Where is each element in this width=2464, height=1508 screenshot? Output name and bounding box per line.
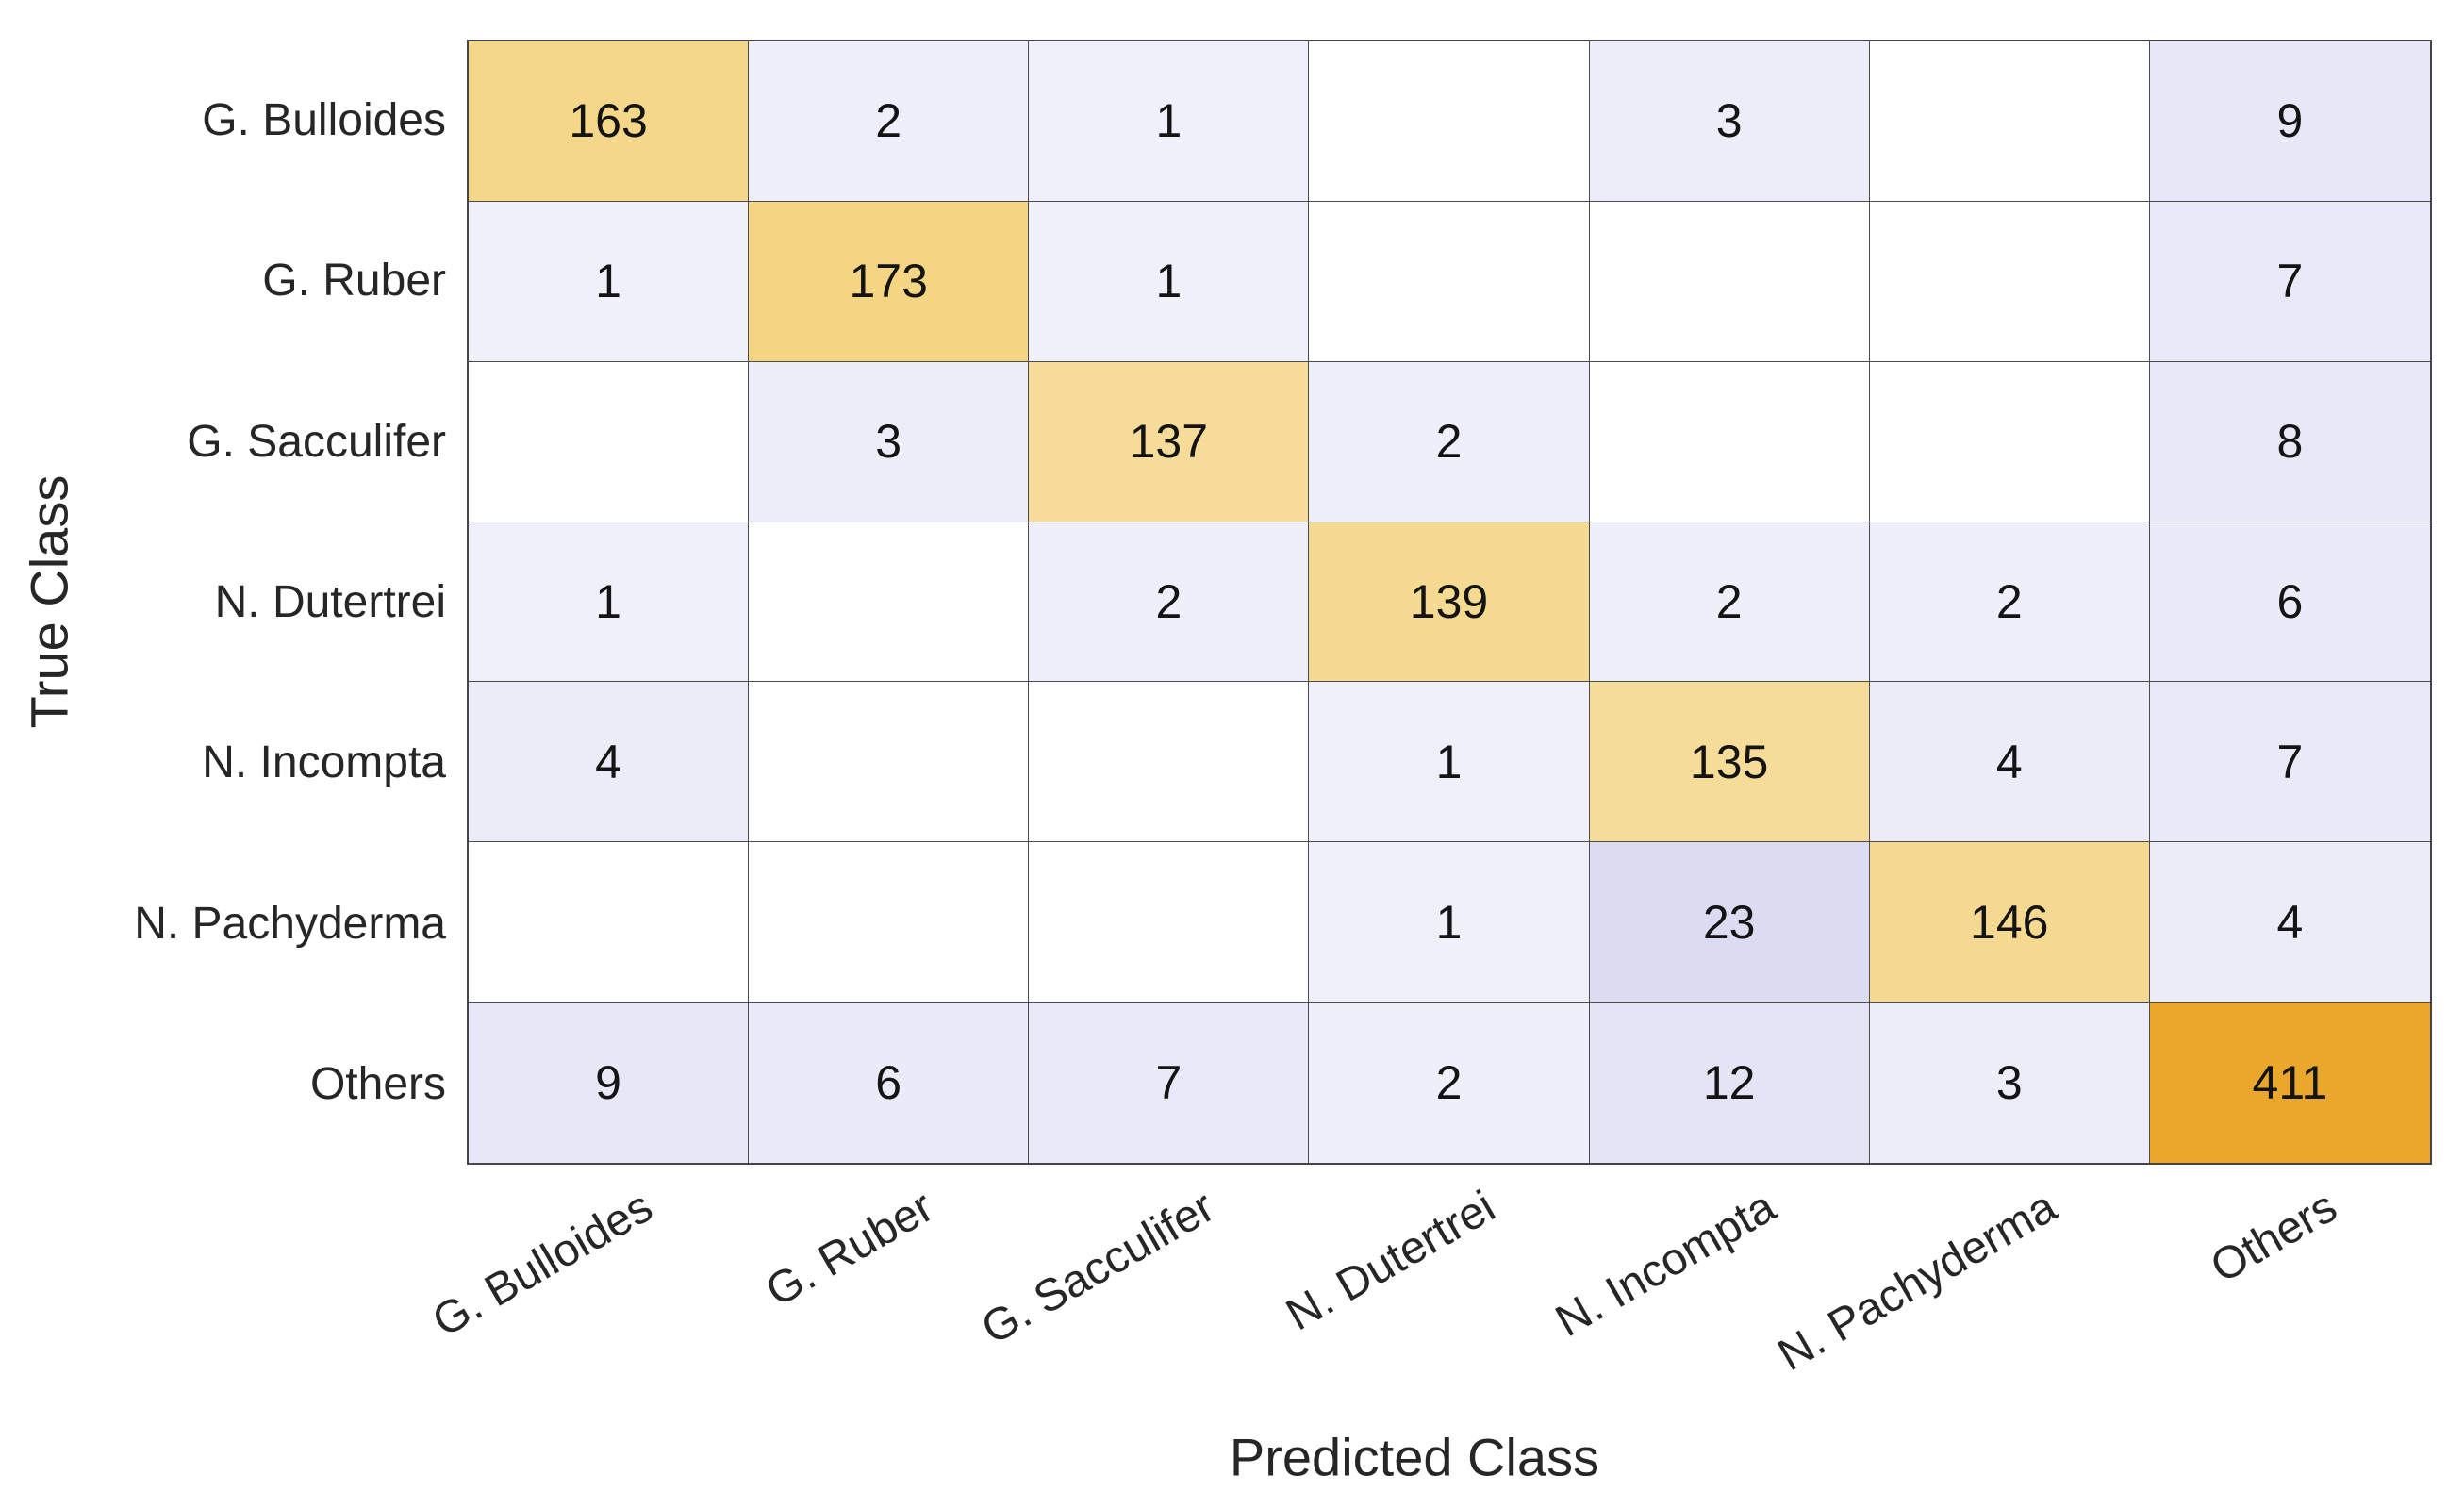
matrix-cell <box>1869 361 2150 522</box>
matrix-cell: 9 <box>2149 41 2430 202</box>
matrix-cell <box>1869 41 2150 202</box>
x-axis-title: Predicted Class <box>1229 1427 1600 1487</box>
y-tick-label: N. Dutertrei <box>214 576 446 627</box>
matrix-cell: 163 <box>469 41 750 202</box>
x-tick-label: Others <box>2202 1181 2346 1293</box>
matrix-cell <box>1309 201 1590 362</box>
matrix-cell: 135 <box>1589 682 1870 843</box>
matrix-cell: 8 <box>2149 361 2430 522</box>
matrix-cell <box>749 522 1030 683</box>
y-tick-label: Others <box>309 1059 446 1110</box>
matrix-cell: 2 <box>1309 361 1590 522</box>
matrix-cell: 2 <box>1869 522 2150 683</box>
matrix-cell <box>1029 842 1310 1003</box>
matrix-cell: 9 <box>469 1003 750 1163</box>
matrix-cell: 7 <box>2149 201 2430 362</box>
matrix-cell: 2 <box>1029 522 1310 683</box>
x-tick-label: G. Sacculifer <box>972 1181 1223 1355</box>
matrix-cell <box>749 842 1030 1003</box>
matrix-cell: 2 <box>1589 522 1870 683</box>
matrix-cell: 146 <box>1869 842 2150 1003</box>
matrix-cell: 139 <box>1309 522 1590 683</box>
matrix-cell <box>1589 201 1870 362</box>
matrix-cell: 7 <box>2149 682 2430 843</box>
matrix-cell: 1 <box>1309 682 1590 843</box>
matrix-cell <box>749 682 1030 843</box>
matrix-cell: 173 <box>749 201 1030 362</box>
x-tick-label: N. Pachyderma <box>1769 1181 2065 1382</box>
matrix-cell: 1 <box>1029 201 1310 362</box>
x-tick-label: G. Ruber <box>757 1181 942 1317</box>
matrix-cell: 2 <box>1309 1003 1590 1163</box>
matrix-cell: 6 <box>2149 522 2430 683</box>
x-tick-label: N. Dutertrei <box>1277 1181 1503 1341</box>
matrix-cell: 4 <box>469 682 750 843</box>
matrix-cell <box>1869 201 2150 362</box>
matrix-cell: 1 <box>1029 41 1310 202</box>
y-tick-label: G. Ruber <box>262 256 446 307</box>
matrix-cell: 6 <box>749 1003 1030 1163</box>
matrix-cell: 4 <box>2149 842 2430 1003</box>
matrix-cell: 7 <box>1029 1003 1310 1163</box>
matrix-cell: 137 <box>1029 361 1310 522</box>
matrix-cell: 3 <box>1589 41 1870 202</box>
matrix-cell <box>469 842 750 1003</box>
confusion-matrix-grid: 163 2 1 3 9 1 173 1 7 3 137 2 8 1 2 139 2 2 6 4 1 135 4 7 1 23 146… <box>467 40 2432 1165</box>
matrix-cell: 3 <box>749 361 1030 522</box>
y-axis-tick-labels: G. Bulloides G. Ruber G. Sacculifer N. Dute… <box>0 40 446 1165</box>
matrix-cell <box>1029 682 1310 843</box>
matrix-cell <box>1309 41 1590 202</box>
y-tick-label: N. Pachyderma <box>134 898 446 949</box>
y-tick-label: N. Incompta <box>202 737 446 788</box>
matrix-cell: 1 <box>469 522 750 683</box>
y-tick-label: G. Sacculifer <box>187 416 446 467</box>
y-tick-label: G. Bulloides <box>202 94 446 145</box>
matrix-cell: 411 <box>2149 1003 2430 1163</box>
matrix-cell <box>469 361 750 522</box>
matrix-cell: 3 <box>1869 1003 2150 1163</box>
matrix-cell: 12 <box>1589 1003 1870 1163</box>
matrix-cell: 1 <box>1309 842 1590 1003</box>
matrix-cell: 1 <box>469 201 750 362</box>
matrix-cell <box>1589 361 1870 522</box>
matrix-cell: 4 <box>1869 682 2150 843</box>
x-tick-label: N. Incompta <box>1547 1181 1784 1348</box>
x-tick-label: G. Bulloides <box>424 1181 661 1348</box>
matrix-cell: 2 <box>749 41 1030 202</box>
matrix-cell: 23 <box>1589 842 1870 1003</box>
